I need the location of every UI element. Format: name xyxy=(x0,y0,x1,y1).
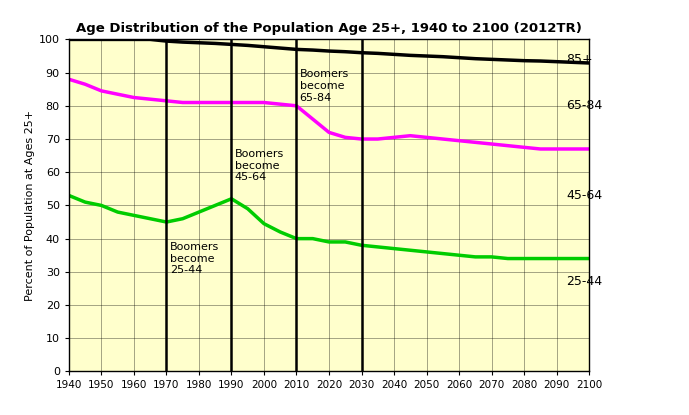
Text: Boomers
become
65-84: Boomers become 65-84 xyxy=(300,69,349,103)
Text: 45-64: 45-64 xyxy=(566,189,602,202)
Text: 65-84: 65-84 xyxy=(566,99,603,112)
Y-axis label: Percent of Population at Ages 25+: Percent of Population at Ages 25+ xyxy=(25,110,34,301)
Title: Age Distribution of the Population Age 25+, 1940 to 2100 (2012TR): Age Distribution of the Population Age 2… xyxy=(76,22,582,35)
Text: 85+: 85+ xyxy=(566,53,593,66)
Text: Boomers
become
45-64: Boomers become 45-64 xyxy=(235,149,284,182)
Text: Boomers
become
25-44: Boomers become 25-44 xyxy=(169,242,219,275)
Text: 25-44: 25-44 xyxy=(566,275,602,288)
